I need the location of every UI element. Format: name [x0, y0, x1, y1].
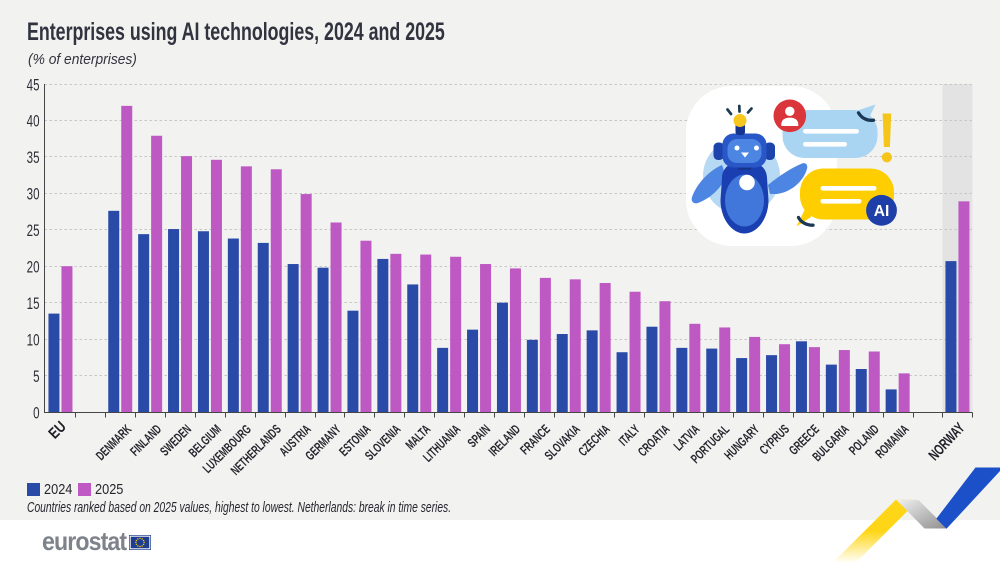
svg-text:IRELAND: IRELAND [487, 422, 524, 459]
svg-text:FINLAND: FINLAND [128, 422, 165, 459]
svg-text:45: 45 [27, 76, 40, 95]
svg-text:25: 25 [27, 222, 40, 241]
svg-text:30: 30 [27, 186, 40, 205]
svg-text:20: 20 [27, 258, 40, 277]
svg-text:EU: EU [45, 417, 70, 442]
svg-text:CYPRUS: CYPRUS [757, 422, 792, 457]
svg-text:10: 10 [27, 331, 40, 350]
svg-text:CROATIA: CROATIA [636, 422, 673, 459]
svg-text:AI: AI [874, 203, 890, 220]
svg-text:5: 5 [33, 368, 39, 387]
svg-text:CZECHIA: CZECHIA [576, 422, 613, 459]
svg-text:40: 40 [27, 113, 40, 132]
svg-text:DENMARK: DENMARK [94, 422, 135, 463]
svg-text:0: 0 [33, 404, 39, 423]
svg-text:15: 15 [27, 295, 40, 314]
svg-text:35: 35 [27, 149, 40, 168]
